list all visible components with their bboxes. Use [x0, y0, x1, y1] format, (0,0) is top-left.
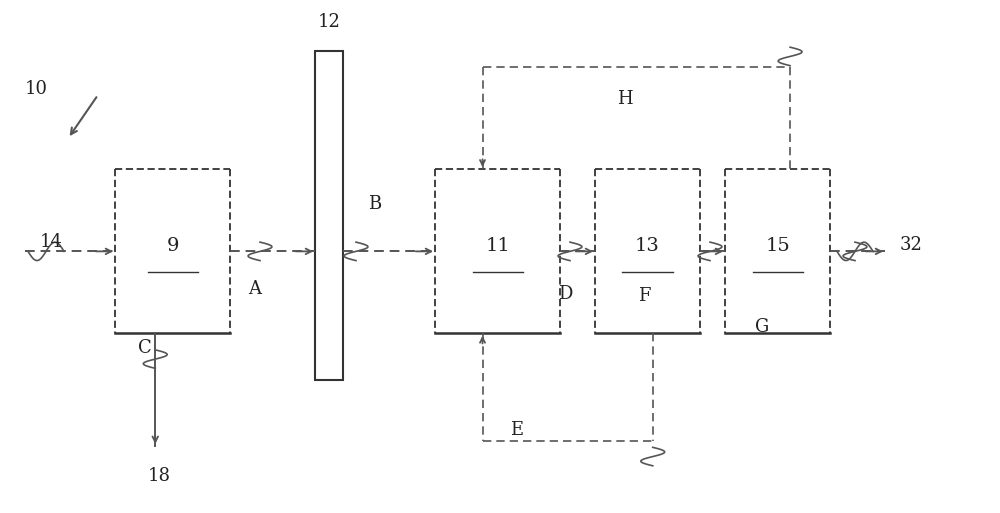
Text: F: F [638, 287, 650, 305]
Text: C: C [138, 339, 152, 357]
Text: 10: 10 [25, 80, 48, 97]
Text: D: D [558, 285, 572, 303]
Text: 12: 12 [318, 13, 340, 31]
Text: A: A [248, 280, 261, 298]
Text: G: G [755, 318, 769, 336]
Text: H: H [617, 90, 633, 108]
Text: 15: 15 [765, 237, 790, 255]
Text: 32: 32 [900, 236, 923, 254]
Bar [315, 51, 343, 380]
Text: 18: 18 [148, 467, 171, 485]
Text: 11: 11 [485, 237, 510, 255]
Text: E: E [510, 421, 523, 439]
Text: 13: 13 [635, 237, 660, 255]
Text: B: B [368, 195, 381, 213]
Text: 9: 9 [166, 237, 179, 255]
Text: 14: 14 [40, 233, 63, 251]
